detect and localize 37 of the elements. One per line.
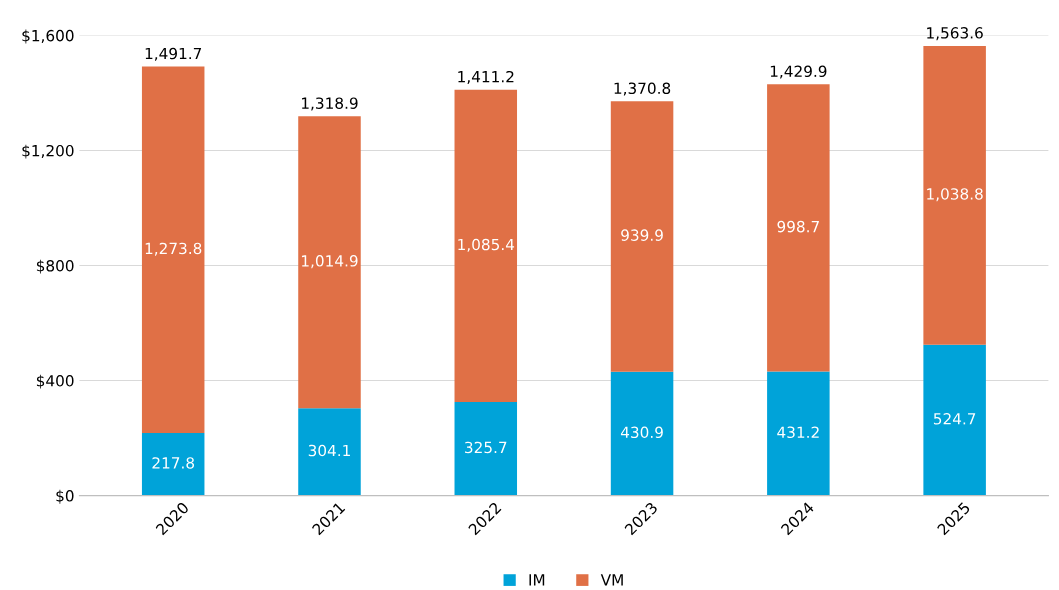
legend-label: IM <box>529 574 545 586</box>
total-label: 1,411.2 <box>458 70 514 85</box>
bar <box>298 408 361 496</box>
total-label: 1,563.6 <box>927 27 983 41</box>
y-tick-label: $400 <box>36 374 74 389</box>
data-label: 431.2 <box>777 426 819 439</box>
data-label: 1,014.9 <box>302 255 358 269</box>
data-label: 1,085.4 <box>458 238 515 252</box>
total-label: 1,491.7 <box>145 47 202 61</box>
y-tick-label: $1,600 <box>22 29 74 44</box>
data-label: 325.7 <box>465 441 507 454</box>
y-tick-label: $800 <box>36 259 74 274</box>
data-label: 1,273.8 <box>145 242 202 256</box>
bar <box>767 84 830 372</box>
bar <box>298 116 361 409</box>
bar <box>454 401 518 496</box>
data-label: 939.9 <box>621 229 663 241</box>
data-label: 304.1 <box>308 444 350 457</box>
bar <box>141 66 205 433</box>
data-label: 430.9 <box>620 426 663 439</box>
bar <box>923 45 986 345</box>
bar <box>610 371 674 496</box>
y-tick-label: $0 <box>56 489 74 504</box>
bar <box>141 432 205 496</box>
y-tick-label: $1,200 <box>22 144 74 159</box>
data-label: 1,038.8 <box>927 188 983 202</box>
bar <box>610 101 674 372</box>
legend-label: VM <box>600 574 623 586</box>
total-label: 1,318.9 <box>302 97 358 111</box>
total-label: 1,429.9 <box>770 65 827 79</box>
bar <box>454 89 518 402</box>
bar <box>767 371 830 496</box>
total-label: 1,370.8 <box>614 82 671 96</box>
data-label: 217.8 <box>152 457 195 469</box>
bar <box>923 344 986 496</box>
data-label: 998.7 <box>777 220 819 233</box>
data-label: 524.7 <box>933 413 976 425</box>
